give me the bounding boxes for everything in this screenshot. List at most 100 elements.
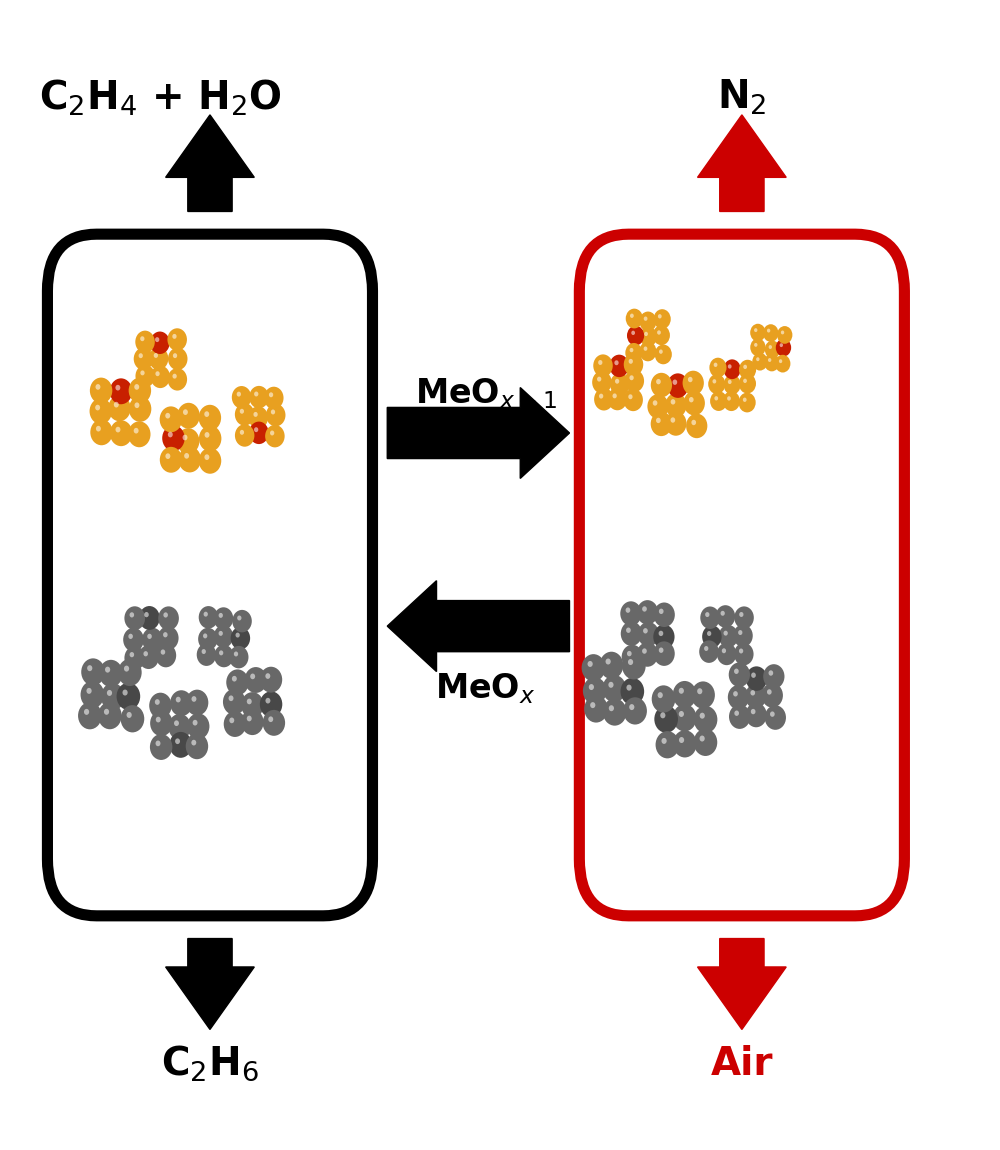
Circle shape xyxy=(691,682,715,708)
Circle shape xyxy=(751,708,755,714)
Circle shape xyxy=(240,408,244,414)
FancyBboxPatch shape xyxy=(47,235,372,915)
Circle shape xyxy=(168,347,188,370)
Circle shape xyxy=(738,630,742,635)
Circle shape xyxy=(653,624,675,649)
Circle shape xyxy=(583,677,607,705)
Circle shape xyxy=(592,371,612,393)
Circle shape xyxy=(186,734,208,759)
Circle shape xyxy=(266,404,285,427)
Circle shape xyxy=(155,371,160,376)
Circle shape xyxy=(629,375,634,381)
Circle shape xyxy=(147,634,152,639)
Circle shape xyxy=(247,715,252,721)
Text: C$_2$H$_4$ + H$_2$O: C$_2$H$_4$ + H$_2$O xyxy=(39,78,282,118)
Circle shape xyxy=(129,396,151,422)
Circle shape xyxy=(623,697,647,724)
Circle shape xyxy=(746,666,767,691)
FancyArrow shape xyxy=(166,115,254,212)
Circle shape xyxy=(214,645,234,667)
Circle shape xyxy=(241,692,264,718)
Circle shape xyxy=(656,731,679,758)
Circle shape xyxy=(134,384,139,390)
Circle shape xyxy=(245,667,267,693)
Circle shape xyxy=(733,624,753,647)
Circle shape xyxy=(642,606,647,612)
Circle shape xyxy=(734,711,739,716)
Circle shape xyxy=(199,405,221,431)
Circle shape xyxy=(104,708,109,715)
Circle shape xyxy=(765,340,780,359)
Circle shape xyxy=(270,430,274,436)
Circle shape xyxy=(762,683,783,707)
Circle shape xyxy=(752,353,768,370)
Circle shape xyxy=(254,427,258,432)
Circle shape xyxy=(123,628,144,652)
Circle shape xyxy=(624,353,643,376)
Circle shape xyxy=(743,365,747,369)
Circle shape xyxy=(179,446,201,473)
Circle shape xyxy=(686,414,707,438)
Circle shape xyxy=(714,396,718,400)
Circle shape xyxy=(167,328,187,351)
Circle shape xyxy=(612,393,617,398)
Circle shape xyxy=(249,386,269,408)
Circle shape xyxy=(170,690,193,716)
Circle shape xyxy=(197,644,216,666)
Circle shape xyxy=(142,628,163,652)
Circle shape xyxy=(158,626,179,650)
Circle shape xyxy=(175,738,180,744)
Circle shape xyxy=(697,688,702,695)
Circle shape xyxy=(155,337,159,342)
Circle shape xyxy=(724,630,728,636)
Circle shape xyxy=(699,641,719,662)
Circle shape xyxy=(615,378,619,384)
Circle shape xyxy=(241,710,264,735)
Circle shape xyxy=(628,659,633,665)
Circle shape xyxy=(709,358,727,377)
Circle shape xyxy=(688,377,693,382)
Circle shape xyxy=(610,373,630,396)
Circle shape xyxy=(714,362,717,367)
Circle shape xyxy=(608,682,614,688)
Circle shape xyxy=(177,402,200,429)
Circle shape xyxy=(627,651,632,657)
Circle shape xyxy=(679,711,684,716)
Circle shape xyxy=(660,712,665,719)
Circle shape xyxy=(199,447,221,474)
Circle shape xyxy=(226,669,249,696)
Circle shape xyxy=(657,330,661,335)
Circle shape xyxy=(260,691,282,718)
Circle shape xyxy=(639,312,657,331)
Circle shape xyxy=(637,642,658,667)
Circle shape xyxy=(658,692,663,698)
Circle shape xyxy=(118,659,142,687)
Circle shape xyxy=(232,386,251,408)
Circle shape xyxy=(183,435,187,440)
Text: N$_2$: N$_2$ xyxy=(717,78,767,117)
Circle shape xyxy=(187,713,209,739)
Circle shape xyxy=(224,711,246,737)
Circle shape xyxy=(237,392,241,397)
FancyBboxPatch shape xyxy=(579,235,904,915)
Circle shape xyxy=(700,713,705,719)
Circle shape xyxy=(705,612,709,618)
Circle shape xyxy=(128,634,133,639)
Circle shape xyxy=(763,324,778,342)
Circle shape xyxy=(671,417,675,423)
Circle shape xyxy=(135,331,155,353)
Circle shape xyxy=(756,358,760,361)
Circle shape xyxy=(590,703,595,708)
Circle shape xyxy=(205,432,209,438)
Circle shape xyxy=(139,606,160,630)
Circle shape xyxy=(708,374,725,394)
Circle shape xyxy=(609,354,629,377)
Circle shape xyxy=(679,688,684,693)
Circle shape xyxy=(165,413,170,419)
Circle shape xyxy=(594,388,614,411)
Circle shape xyxy=(597,377,601,382)
Circle shape xyxy=(627,325,644,345)
Circle shape xyxy=(745,703,767,727)
Circle shape xyxy=(129,377,151,404)
Circle shape xyxy=(151,366,170,388)
